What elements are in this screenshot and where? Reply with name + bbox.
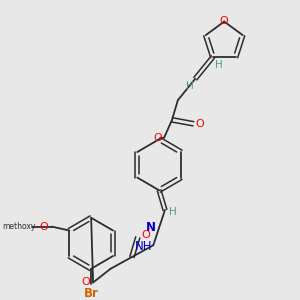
Text: O: O bbox=[220, 16, 229, 26]
Text: H: H bbox=[215, 60, 223, 70]
Text: O: O bbox=[141, 230, 150, 240]
Text: O: O bbox=[153, 133, 162, 142]
Text: methoxy: methoxy bbox=[2, 222, 35, 231]
Text: H: H bbox=[169, 207, 177, 217]
Text: NH: NH bbox=[135, 240, 152, 253]
Text: Br: Br bbox=[84, 287, 99, 300]
Text: O: O bbox=[196, 119, 205, 129]
Text: O: O bbox=[81, 278, 90, 287]
Text: N: N bbox=[146, 221, 156, 234]
Text: H: H bbox=[186, 82, 194, 92]
Text: O: O bbox=[40, 222, 48, 232]
